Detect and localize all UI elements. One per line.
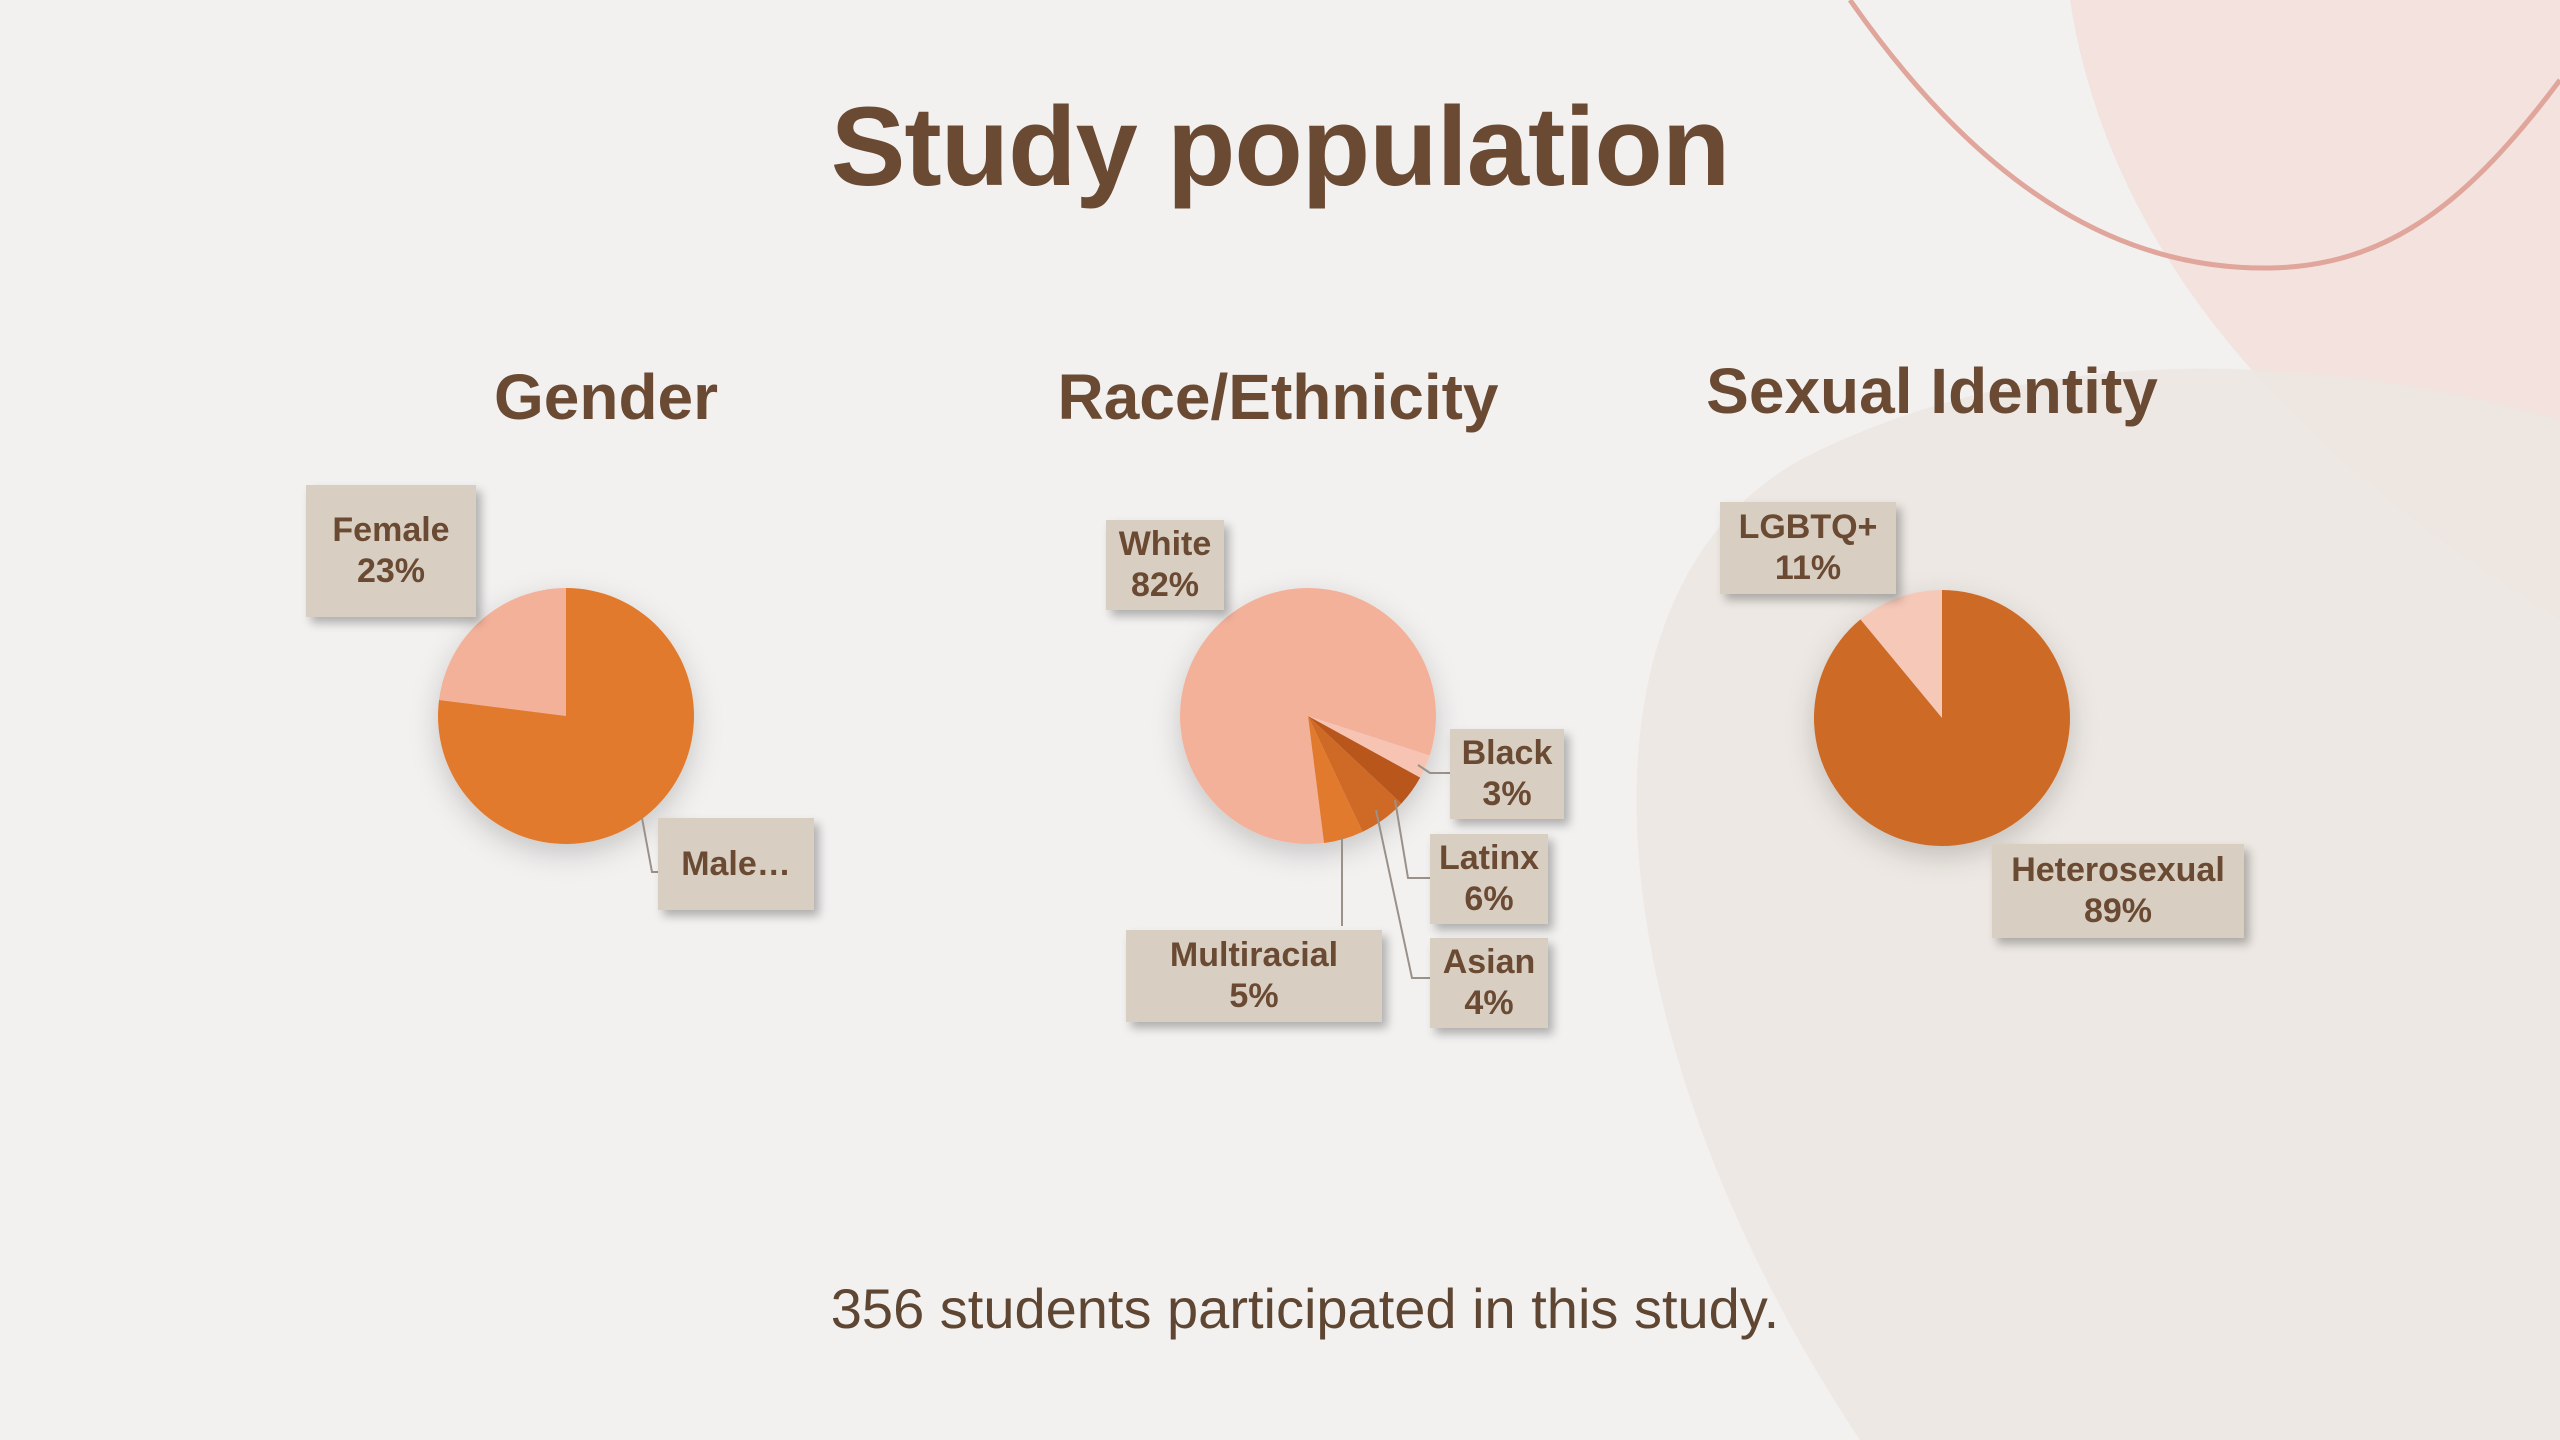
pie-gender	[438, 588, 695, 844]
leader-line-latinx	[1394, 799, 1430, 879]
slice-label-lgbtq: LGBTQ+ 11%	[1720, 502, 1896, 594]
slice-label-multiracial: Multiracial 5%	[1126, 930, 1382, 1022]
slice-label-male: Male…	[658, 818, 814, 910]
pie-slice-sexual-identity-heterosexual	[1813, 590, 2070, 846]
bg-curve-line	[1847, 0, 2560, 271]
leader-line-asian	[1375, 809, 1430, 979]
pie-slice-race-ethnicity-multiracial	[1308, 716, 1363, 843]
pie-sexual-identity	[1813, 590, 2070, 846]
leader-line-black	[1417, 764, 1450, 774]
pie-slice-sexual-identity-lgbtq	[1860, 590, 1942, 718]
page-title: Study population	[830, 84, 1731, 209]
pie-slice-race-ethnicity-latinx	[1308, 716, 1402, 832]
slice-label-latinx: Latinx 6%	[1430, 834, 1548, 924]
chart-title-gender: Gender	[493, 361, 719, 433]
slice-label-white: White 82%	[1106, 520, 1224, 610]
leader-line-male	[641, 817, 658, 873]
pie-slice-race-ethnicity-black	[1308, 716, 1430, 778]
slice-label-heterosexual: Heterosexual 89%	[1992, 844, 2244, 938]
label-leader-lines	[641, 764, 1450, 979]
pie-slice-race-ethnicity-white	[1180, 587, 1437, 844]
slice-label-female: Female 23%	[306, 485, 476, 617]
slice-label-asian: Asian 4%	[1430, 938, 1548, 1028]
chart-title-race-ethnicity: Race/Ethnicity	[1057, 361, 1499, 433]
pie-slice-gender-female	[439, 588, 566, 716]
pie-slice-gender-male	[438, 588, 695, 844]
chart-title-sexual-identity: Sexual Identity	[1706, 355, 2158, 427]
participants-caption: 356 students participated in this study.	[830, 1277, 1780, 1340]
pie-slice-race-ethnicity-asian	[1308, 716, 1421, 804]
slice-label-black: Black 3%	[1450, 729, 1564, 819]
pie-race-ethnicity	[1180, 587, 1437, 844]
